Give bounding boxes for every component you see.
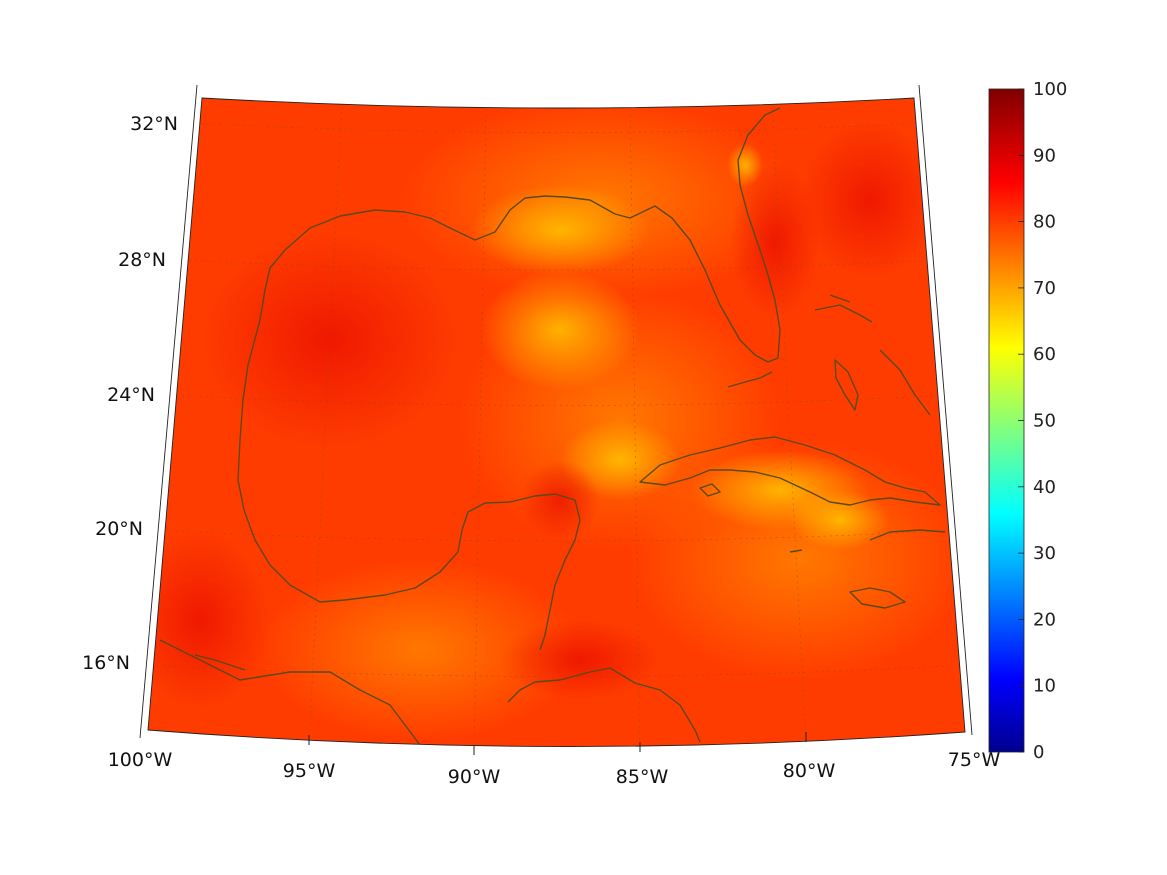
gridline-lat-32 [194, 122, 929, 133]
coast-gulf-mexico [159, 107, 781, 746]
colorbar-tick-label: 0 [1033, 742, 1044, 763]
colorbar-tick-label: 40 [1033, 477, 1056, 498]
coast-isle-of-youth [699, 483, 721, 497]
coast-bahamas-andros [834, 359, 859, 411]
coast-florida-keys [727, 371, 773, 388]
gridline-lat-16 [149, 664, 965, 677]
field-warm-northgulf [470, 185, 650, 275]
field-red-southwest [148, 530, 270, 710]
coast-hispaniola [869, 529, 946, 541]
coast-central-america [507, 667, 701, 743]
gridline-lon-80 [771, 101, 807, 743]
colorbar-tick-label: 10 [1033, 676, 1056, 697]
colorbar-tick-label: 30 [1033, 543, 1056, 564]
lat-label-32n: 32°N [130, 113, 178, 135]
colorbar-tick-label: 60 [1033, 344, 1056, 365]
colorbar-tick-label: 20 [1033, 609, 1056, 630]
graticule [149, 99, 965, 747]
field-warm-gulfcenter [480, 270, 640, 390]
lat-label-16n: 16°N [82, 652, 130, 674]
data-field [148, 98, 965, 747]
field-red-florida [730, 160, 820, 320]
lon-label-100w: 100°W [108, 749, 173, 771]
field-warm-east [790, 490, 890, 550]
lat-label-24n: 24°N [107, 384, 155, 406]
lon-label-90w: 90°W [448, 766, 501, 788]
coast-jamaica [849, 587, 906, 609]
coastlines [159, 107, 946, 746]
field-red-east [800, 120, 940, 280]
gridline-lat-28 [182, 259, 941, 271]
lat-label-28n: 28°N [118, 249, 166, 271]
lon-label-75w: 75°W [948, 749, 1001, 771]
map-frame-outer [139, 84, 973, 739]
gridline-lat-20 [157, 529, 961, 542]
lon-label-95w: 95°W [283, 760, 336, 782]
field-red-honduras [500, 620, 660, 700]
colorbar-tick-label: 80 [1033, 212, 1056, 233]
longitude-ticks [308, 732, 807, 755]
colorbar-tick-label: 100 [1033, 79, 1067, 100]
coast-bahamas-east [879, 349, 931, 416]
colorbar-tick-label: 70 [1033, 278, 1056, 299]
lon-label-80w: 80°W [783, 760, 836, 782]
coast-cuba [639, 436, 941, 506]
colorbar-tick-label: 50 [1033, 411, 1056, 432]
coast-bahamas-north [814, 294, 873, 323]
field-red-yucatan [520, 460, 600, 540]
coast-cayman [789, 549, 803, 553]
lon-label-85w: 85°W [616, 766, 669, 788]
map-frame [147, 97, 966, 747]
lat-label-20n: 20°N [95, 518, 143, 540]
field-orange-south [260, 560, 580, 740]
colorbar-tick-label: 90 [1033, 145, 1056, 166]
